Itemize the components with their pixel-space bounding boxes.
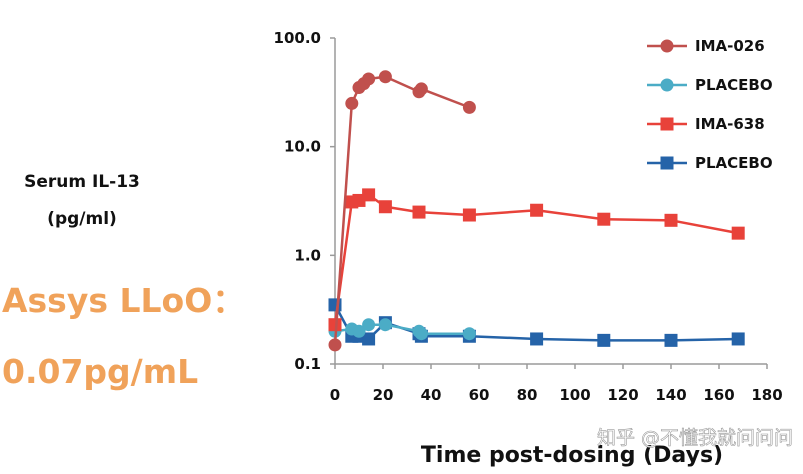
- data-point: [462, 100, 476, 114]
- legend-label: IMA-638: [695, 115, 765, 133]
- lloq-annotation-line-2: 0.07pg/mL: [2, 352, 198, 391]
- data-point: [328, 338, 342, 352]
- y-tick-label: 100.0: [274, 29, 321, 47]
- data-point: [414, 327, 428, 341]
- x-tick-label: 100: [559, 386, 590, 404]
- data-point: [362, 72, 376, 86]
- data-point: [530, 203, 544, 217]
- x-tick-label: 60: [469, 386, 490, 404]
- legend-entry: PLACEBO: [647, 76, 773, 94]
- data-point: [462, 208, 476, 222]
- data-point: [345, 96, 359, 110]
- y-tick-label: 10.0: [284, 138, 321, 156]
- series-2: [328, 188, 745, 332]
- x-tick-label: 0: [330, 386, 340, 404]
- watermark: 知乎 @不懂我就问问问: [597, 427, 793, 449]
- x-tick-label: 180: [751, 386, 782, 404]
- y-axis-title-line-2: (pg/ml): [47, 209, 117, 229]
- series-0: [328, 70, 476, 352]
- data-point: [414, 82, 428, 96]
- x-tick-label: 140: [655, 386, 686, 404]
- data-point: [664, 333, 678, 347]
- data-point: [530, 332, 544, 346]
- data-point: [597, 333, 611, 347]
- data-point: [378, 318, 392, 332]
- data-point: [412, 205, 426, 219]
- legend: IMA-026 PLACEBO IMA-638 PLACEBO: [647, 37, 773, 172]
- legend-swatch-marker: [660, 78, 674, 92]
- legend-entry: IMA-026: [647, 37, 765, 55]
- legend-swatch-marker: [660, 39, 674, 53]
- data-point: [597, 212, 611, 226]
- legend-entry: PLACEBO: [647, 154, 773, 172]
- y-tick-label: 0.1: [294, 355, 321, 373]
- data-point: [362, 188, 376, 202]
- data-point: [664, 213, 678, 227]
- plot-area: 0.1 1.0 10.0 100.0 0 20 40 60 80 100 120 140 160 180: [274, 29, 783, 404]
- data-point: [462, 327, 476, 341]
- y-tick-label: 1.0: [294, 246, 321, 264]
- y-axis-title: Serum IL-13 (pg/ml): [24, 172, 140, 229]
- x-axis-title: Time post-dosing (Days): [421, 443, 723, 468]
- data-point: [378, 200, 392, 214]
- x-tick-label: 160: [703, 386, 734, 404]
- series-line: [333, 75, 470, 345]
- data-point: [731, 226, 745, 240]
- x-tick-label: 20: [373, 386, 394, 404]
- legend-entry: IMA-638: [647, 115, 765, 133]
- data-point: [378, 70, 392, 84]
- legend-label: IMA-026: [695, 37, 765, 55]
- y-axis-title-line-1: Serum IL-13: [24, 172, 140, 192]
- lloq-annotation-line-1: Assys LLoO：: [2, 281, 245, 320]
- x-tick-label: 40: [421, 386, 442, 404]
- data-point: [731, 332, 745, 346]
- data-point: [352, 324, 366, 338]
- data-point: [362, 332, 376, 346]
- x-tick-label: 80: [517, 386, 538, 404]
- legend-swatch-marker: [660, 117, 674, 131]
- x-tick-label: 120: [607, 386, 638, 404]
- legend-label: PLACEBO: [695, 154, 773, 172]
- legend-swatch-marker: [660, 156, 674, 170]
- data-point: [362, 318, 376, 332]
- legend-label: PLACEBO: [695, 76, 773, 94]
